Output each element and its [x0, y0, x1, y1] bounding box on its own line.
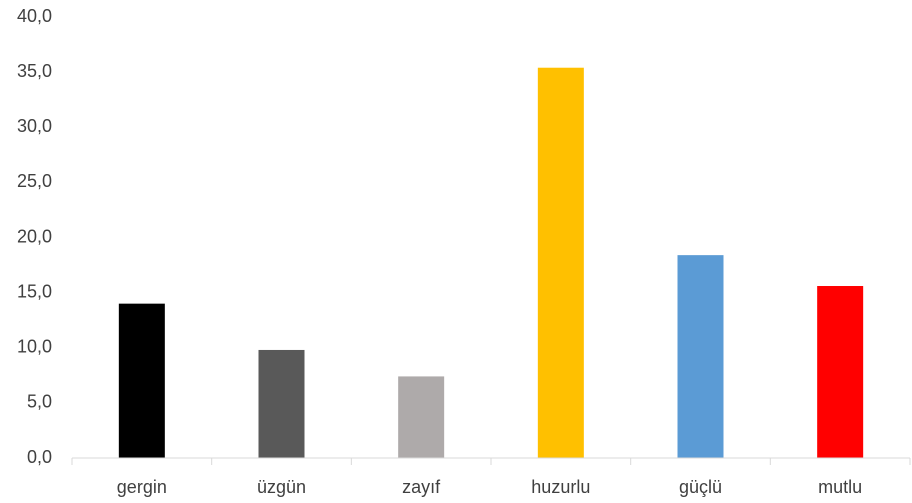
x-tick-label: mutlu [818, 477, 862, 497]
bar [118, 303, 165, 458]
y-tick-label: 40,0 [17, 6, 52, 26]
y-tick-label: 10,0 [17, 337, 52, 357]
y-tick-label: 20,0 [17, 226, 52, 246]
y-tick-label: 25,0 [17, 171, 52, 191]
y-tick-label: 0,0 [27, 447, 52, 467]
y-tick-label: 35,0 [17, 61, 52, 81]
x-tick-label: üzgün [257, 477, 306, 497]
x-tick-label: zayıf [402, 477, 441, 497]
y-tick-label: 30,0 [17, 116, 52, 136]
bar [398, 376, 445, 458]
x-tick-label: gergin [117, 477, 167, 497]
x-tick-label: huzurlu [531, 477, 590, 497]
bar [817, 286, 864, 458]
x-tick-label: güçlü [679, 477, 722, 497]
bar [537, 67, 584, 458]
y-tick-label: 15,0 [17, 281, 52, 301]
bar [677, 255, 724, 458]
bar [258, 349, 305, 458]
y-tick-label: 5,0 [27, 392, 52, 412]
